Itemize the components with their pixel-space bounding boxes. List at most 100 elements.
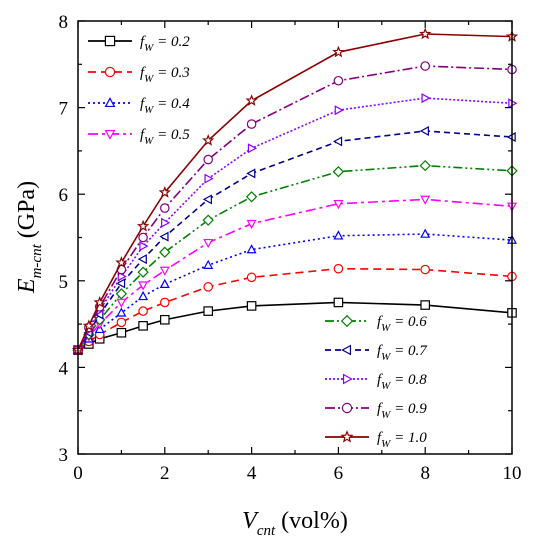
data-point — [419, 159, 431, 172]
data-point — [203, 154, 213, 165]
series-line-5 — [77, 164, 513, 351]
data-point — [332, 166, 345, 178]
data-point — [333, 230, 344, 240]
y-tick-label: 4 — [59, 358, 69, 379]
legend-label: fW = 0.2 — [140, 34, 190, 54]
data-point — [202, 134, 215, 146]
legend-marker — [104, 129, 116, 140]
data-point — [333, 199, 344, 210]
data-point — [420, 300, 430, 310]
data-point — [116, 317, 127, 328]
data-point — [158, 185, 171, 198]
y-tick-label: 3 — [59, 445, 69, 466]
data-point — [138, 290, 149, 301]
data-point — [93, 295, 106, 308]
legend-entry-2: fW = 0.3 — [88, 65, 190, 85]
legend-entry-4: fW = 0.5 — [88, 127, 190, 147]
data-point — [116, 298, 127, 308]
data-point — [421, 93, 431, 104]
series-line-2 — [77, 267, 513, 351]
x-tick-label: 10 — [503, 463, 522, 484]
data-point — [115, 288, 128, 300]
legend-label: fW = 0.3 — [140, 65, 190, 85]
data-point — [420, 195, 431, 205]
data-point — [137, 254, 147, 265]
data-point — [419, 27, 432, 40]
data-point — [333, 263, 344, 274]
legend-label: fW = 0.4 — [140, 96, 190, 116]
series-line-4 — [77, 198, 513, 351]
tick-labels: 0 2 4 6 8 10 3 4 5 6 7 8 — [59, 12, 522, 484]
data-point — [138, 232, 148, 243]
data-point — [161, 217, 171, 228]
data-point — [245, 94, 258, 106]
data-point — [139, 241, 149, 252]
data-point — [419, 125, 429, 136]
y-tick-label: 7 — [59, 99, 69, 120]
data-point — [159, 266, 170, 276]
data-point — [420, 61, 430, 71]
legend-entry-5: fW = 0.6 — [325, 314, 427, 334]
data-point — [334, 105, 344, 116]
data-point — [247, 143, 258, 154]
legend: fW = 0.2 fW = 0.3 fW = 0.4 fW = 0.5 fW = 0.6… — [88, 34, 428, 450]
legend-entry-3: fW = 0.4 — [88, 96, 190, 116]
x-axis-title: Vcnt (vol%) — [242, 508, 348, 539]
data-point — [202, 194, 212, 205]
series-line-7 — [77, 97, 513, 351]
x-tick-label: 2 — [160, 463, 170, 484]
data-point — [246, 244, 257, 254]
data-point — [116, 307, 127, 317]
legend-entry-1: fW = 0.2 — [88, 34, 190, 54]
legend-marker — [340, 314, 354, 328]
y-tick-label: 5 — [59, 272, 69, 293]
data-point — [115, 278, 126, 289]
data-point — [117, 271, 127, 282]
data-point — [420, 264, 430, 275]
legend-marker — [341, 402, 353, 414]
data-point — [246, 119, 257, 129]
data-point — [82, 319, 95, 332]
legend-marker — [342, 373, 353, 385]
legend-label: fW = 1.0 — [377, 430, 427, 450]
y-tick-label: 6 — [59, 185, 69, 206]
data-point — [246, 301, 257, 311]
data-point — [202, 214, 214, 226]
data-point — [160, 203, 170, 213]
series-9 — [71, 27, 519, 356]
legend-entry-7: fW = 0.8 — [325, 372, 427, 392]
data-point — [159, 231, 169, 242]
legend-label: fW = 0.5 — [140, 127, 190, 147]
series-2 — [73, 263, 517, 355]
y-axis-title: Em-cnt (GPa) — [14, 181, 45, 294]
data-point — [137, 266, 149, 278]
legend-label: fW = 0.6 — [377, 314, 427, 334]
data-point — [160, 297, 170, 308]
x-tick-label: 0 — [73, 463, 83, 484]
data-point — [159, 278, 170, 289]
series-line-9 — [77, 33, 513, 351]
legend-marker — [340, 430, 354, 443]
y-tick-label: 8 — [59, 12, 69, 33]
legend-marker — [104, 97, 116, 108]
legend-entry-6: fW = 0.7 — [325, 343, 428, 363]
data-point — [333, 75, 344, 86]
data-point — [203, 259, 214, 269]
legend-label: fW = 0.9 — [377, 401, 427, 421]
legend-marker — [104, 35, 116, 47]
data-point — [246, 272, 257, 283]
data-point — [203, 282, 213, 292]
data-point — [136, 219, 150, 232]
data-point — [159, 246, 171, 258]
data-point — [138, 281, 149, 291]
x-tick-label: 4 — [247, 463, 257, 484]
legend-marker — [104, 66, 116, 78]
data-point — [203, 238, 214, 249]
data-point — [203, 306, 213, 316]
data-point — [116, 327, 127, 338]
series-1 — [73, 297, 517, 355]
data-point — [138, 306, 148, 316]
data-point — [246, 168, 256, 179]
legend-marker — [341, 344, 352, 356]
